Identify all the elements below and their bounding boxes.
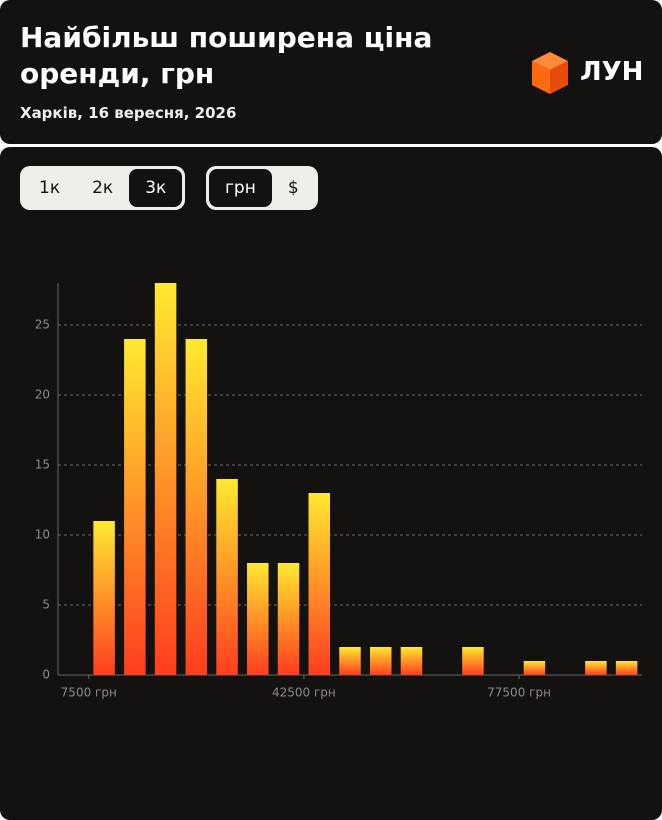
bar xyxy=(369,647,392,675)
y-tick-label: 25 xyxy=(35,318,50,332)
bar xyxy=(154,283,177,675)
x-tick-label: 7500 грн xyxy=(61,686,117,700)
bar xyxy=(523,661,546,675)
bar xyxy=(277,563,300,675)
logo-icon xyxy=(532,52,568,94)
toggle-option[interactable]: 2к xyxy=(92,178,114,198)
chart: 0 5 10 15 20 25 7500 грн 42500 грн 77500 грн xyxy=(35,283,642,700)
bar xyxy=(124,339,146,675)
rooms-toggle: 1к 2к 3к xyxy=(20,166,186,210)
bar xyxy=(615,661,638,675)
bar xyxy=(400,647,423,675)
toggle-option[interactable]: 3к xyxy=(129,169,183,207)
chart-card: 1к 2к 3к грн $ 0 5 10 15 20 25 7500 грн 42500 грн 7… xyxy=(0,147,662,820)
header-card: Найбільш поширена ціна оренди, грн Харкі… xyxy=(0,0,662,144)
x-tick-label: 42500 грн xyxy=(272,686,336,700)
bar xyxy=(93,521,115,675)
toggle-option[interactable]: 1к xyxy=(39,178,61,198)
y-tick-label: 5 xyxy=(42,598,50,612)
logo-text: ЛУН xyxy=(580,57,644,87)
y-tick-label: 10 xyxy=(35,528,50,542)
y-tick-label: 20 xyxy=(35,388,50,402)
toggle-option[interactable]: $ xyxy=(287,178,299,198)
bar xyxy=(339,647,361,675)
bar xyxy=(185,339,208,675)
y-tick-label: 15 xyxy=(35,458,50,472)
bar xyxy=(585,661,607,675)
bar xyxy=(247,563,269,675)
x-tick-label: 77500 грн xyxy=(487,686,551,700)
currency-toggle: грн $ xyxy=(206,166,318,210)
bar xyxy=(216,479,238,675)
subtitle: Харків, 16 вересня, 2026 xyxy=(20,104,237,122)
toggle-option[interactable]: грн xyxy=(209,169,272,207)
bar xyxy=(308,493,331,675)
y-tick-label: 0 xyxy=(42,668,50,682)
title: Найбільш поширена ціна оренди, грн xyxy=(20,21,433,90)
bar xyxy=(462,647,484,675)
